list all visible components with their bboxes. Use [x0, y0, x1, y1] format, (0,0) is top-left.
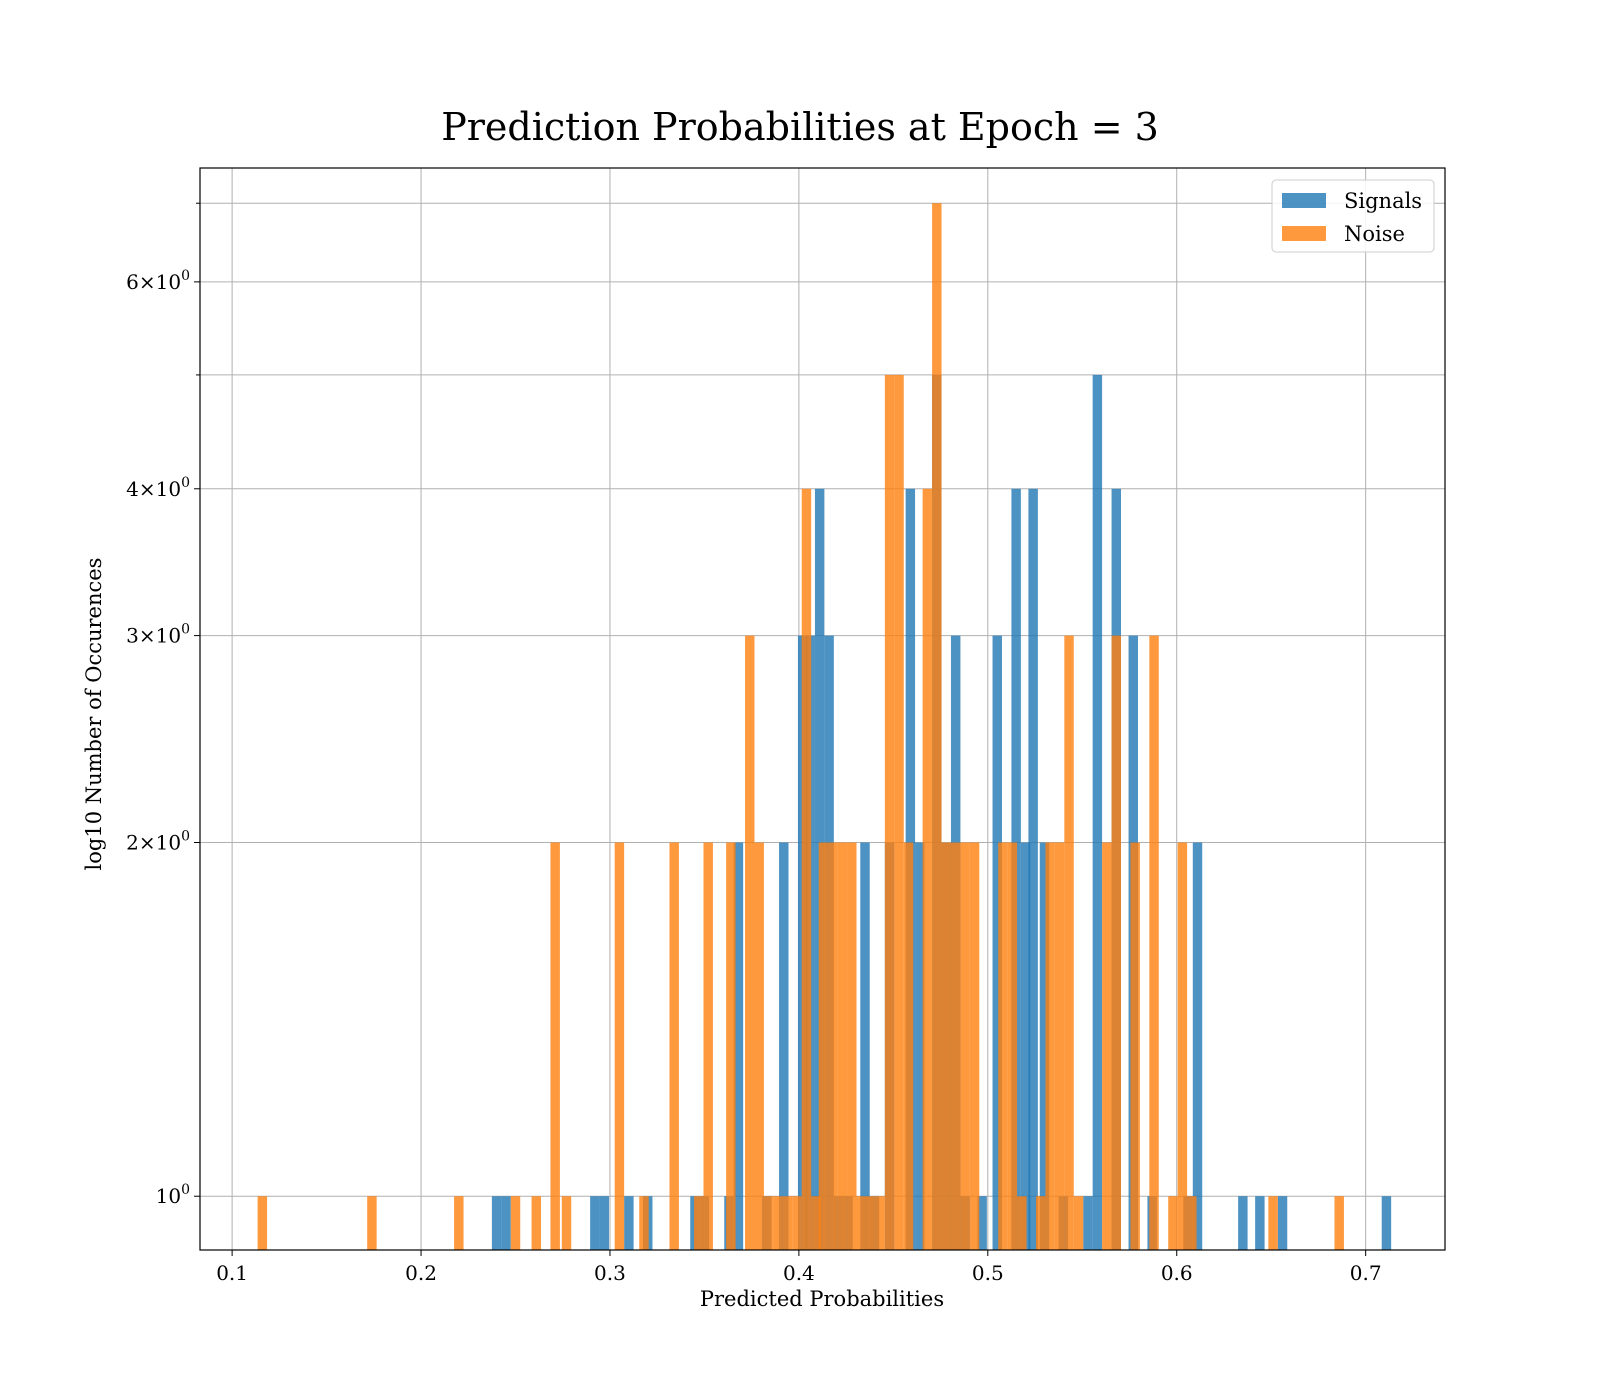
bar-noise	[1045, 842, 1055, 1250]
bar-noise	[1177, 842, 1188, 1250]
bar-noise	[531, 1196, 542, 1250]
bar-noise	[614, 842, 625, 1250]
bar-signals	[624, 1196, 634, 1250]
bar-noise	[745, 635, 755, 1250]
bars-layer	[257, 203, 1392, 1251]
bar-noise	[1168, 1196, 1178, 1250]
bar-noise	[969, 842, 980, 1250]
bar-noise	[941, 842, 951, 1250]
bar-signals	[1238, 1196, 1248, 1250]
bar-noise	[884, 374, 895, 1250]
bar-signals	[860, 842, 870, 1250]
bar-signals	[992, 635, 1002, 1250]
y-tick-label: 3×100	[126, 622, 190, 648]
x-tick-label: 0.3	[594, 1261, 626, 1285]
x-axis-label: Predicted Probabilities	[700, 1287, 944, 1311]
y-axis-label: log10 Number of Occurences	[82, 558, 106, 871]
bar-noise	[1111, 635, 1121, 1250]
bar-signals	[1083, 1196, 1093, 1250]
bar-noise	[932, 203, 942, 1251]
bar-noise	[1017, 1196, 1027, 1250]
bar-noise	[1073, 1196, 1084, 1250]
legend-label-noise: Noise	[1344, 222, 1405, 246]
bar-noise	[454, 1196, 464, 1250]
bar-signals	[1039, 842, 1050, 1250]
bar-noise	[998, 842, 1008, 1250]
legend-swatch-signals	[1282, 193, 1326, 208]
bar-signals	[915, 842, 925, 1250]
bar-signals	[1028, 488, 1038, 1251]
axes: 0.1 0.2 0.3 0.4 0.5 0.6 0.71002×1003×1004×1006…	[126, 167, 1446, 1285]
legend-swatch-noise	[1282, 226, 1326, 241]
plot-frame	[199, 167, 1446, 1251]
bar-noise	[257, 1196, 268, 1250]
x-tick-label: 0.7	[1350, 1261, 1382, 1285]
bar-noise	[1130, 842, 1140, 1250]
bar-signals	[977, 1196, 987, 1250]
bar-signals	[1092, 374, 1103, 1250]
x-tick-label: 0.5	[972, 1261, 1004, 1285]
bar-signals	[491, 1196, 502, 1250]
bar-noise	[754, 842, 764, 1250]
legend: Signals Noise	[1271, 179, 1435, 253]
bar-signals	[590, 1196, 600, 1250]
bar-noise	[950, 842, 961, 1250]
bar-noise	[856, 1196, 866, 1250]
bar-noise	[1102, 842, 1112, 1250]
x-tick-label: 0.6	[1161, 1261, 1193, 1285]
bar-noise	[1268, 1196, 1278, 1250]
bar-signals	[1255, 1196, 1265, 1250]
bar-noise	[1334, 1196, 1344, 1250]
bar-noise	[894, 374, 904, 1250]
bar-noise	[792, 1196, 802, 1250]
bar-noise	[818, 842, 829, 1250]
y-tick-label: 2×100	[126, 829, 190, 855]
bar-noise	[903, 842, 914, 1250]
chart-title: Prediction Probabilities at Epoch = 3	[441, 105, 1159, 149]
bar-signals	[1192, 842, 1203, 1250]
bar-noise	[922, 488, 933, 1251]
bar-signals	[733, 842, 744, 1250]
bar-noise	[782, 1196, 793, 1250]
bar-noise	[561, 1196, 572, 1250]
bar-noise	[1054, 842, 1065, 1250]
bar-noise	[811, 1196, 821, 1250]
bar-noise	[1064, 635, 1074, 1250]
y-tick-label: 4×100	[126, 475, 190, 501]
bar-noise	[847, 842, 857, 1250]
bar-signals	[501, 1196, 511, 1250]
bar-noise	[837, 842, 848, 1250]
bar-noise	[828, 842, 838, 1250]
bar-noise	[763, 1196, 774, 1250]
bar-noise	[726, 842, 736, 1250]
bar-noise	[639, 1196, 649, 1250]
x-tick-label: 0.4	[783, 1261, 815, 1285]
bar-signals	[1381, 1196, 1392, 1250]
bar-noise	[1187, 1196, 1197, 1250]
bar-noise	[1007, 842, 1018, 1250]
bar-noise	[694, 1196, 704, 1250]
bar-signals	[599, 1196, 610, 1250]
x-tick-label: 0.1	[216, 1261, 248, 1285]
bar-noise	[510, 1196, 521, 1250]
bar-noise	[773, 1196, 783, 1250]
bar-noise	[669, 842, 679, 1250]
bar-noise	[367, 1196, 377, 1250]
bar-noise	[865, 1196, 876, 1250]
bar-signals	[1277, 1196, 1288, 1250]
bar-signals	[1020, 842, 1031, 1250]
y-tick-label: 6×100	[126, 268, 190, 294]
bar-noise	[703, 842, 713, 1250]
bar-noise	[1149, 635, 1159, 1250]
bar-noise	[550, 842, 560, 1250]
bar-noise	[875, 1196, 885, 1250]
x-tick-label: 0.2	[405, 1261, 437, 1285]
bar-noise	[801, 488, 812, 1251]
legend-label-signals: Signals	[1344, 189, 1422, 213]
bar-signals	[779, 842, 789, 1250]
series-noise	[257, 203, 1344, 1251]
bar-noise	[1035, 1196, 1046, 1250]
bar-noise	[960, 842, 970, 1250]
